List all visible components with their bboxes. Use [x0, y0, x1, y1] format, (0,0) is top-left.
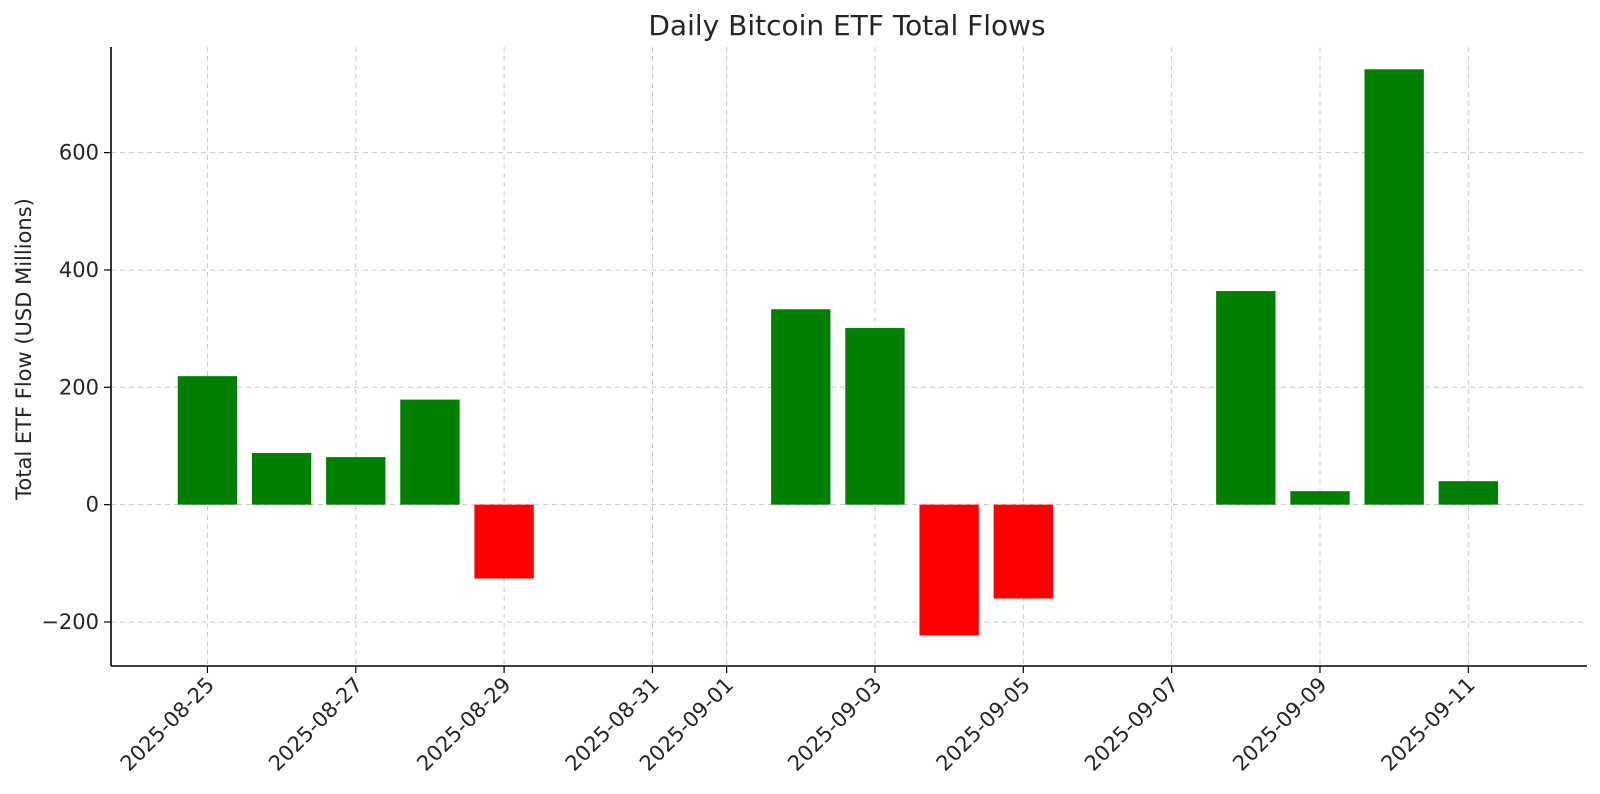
- bar-2025-08-27: [326, 457, 386, 505]
- x-tick-label: 2025-08-27: [264, 673, 367, 776]
- x-tick-label: 2025-09-07: [1080, 673, 1183, 776]
- x-tick-label: 2025-09-05: [932, 673, 1035, 776]
- y-tick-label: −200: [41, 610, 99, 634]
- bar-2025-09-04: [919, 504, 979, 636]
- x-tick-label: 2025-08-25: [116, 673, 219, 776]
- axes: [110, 47, 1587, 667]
- bars: [177, 69, 1498, 636]
- bar-2025-09-08: [1216, 291, 1276, 505]
- bar-2025-09-03: [845, 328, 905, 505]
- bar-2025-08-28: [400, 399, 460, 505]
- bar-2025-09-11: [1438, 481, 1498, 505]
- chart-title: Daily Bitcoin ETF Total Flows: [648, 9, 1045, 42]
- y-tick-label: 400: [59, 258, 99, 282]
- bar-2025-08-29: [474, 504, 534, 579]
- y-tick-label: 200: [59, 375, 99, 399]
- y-tick-label: 600: [59, 141, 99, 165]
- bar-2025-09-10: [1364, 69, 1424, 505]
- bar-2025-09-02: [771, 309, 831, 505]
- bar-2025-09-05: [993, 504, 1053, 599]
- y-axis-label: Total ETF Flow (USD Millions): [12, 198, 36, 501]
- y-tick-label: 0: [86, 493, 99, 517]
- x-tick-label: 2025-09-09: [1228, 673, 1331, 776]
- bar-2025-08-25: [177, 376, 238, 505]
- x-tick-label: 2025-09-11: [1377, 673, 1480, 776]
- bar-2025-09-09: [1290, 491, 1350, 505]
- x-tick-label: 2025-08-29: [412, 673, 515, 776]
- bar-2025-08-26: [251, 453, 312, 505]
- x-tick-label: 2025-09-03: [783, 673, 886, 776]
